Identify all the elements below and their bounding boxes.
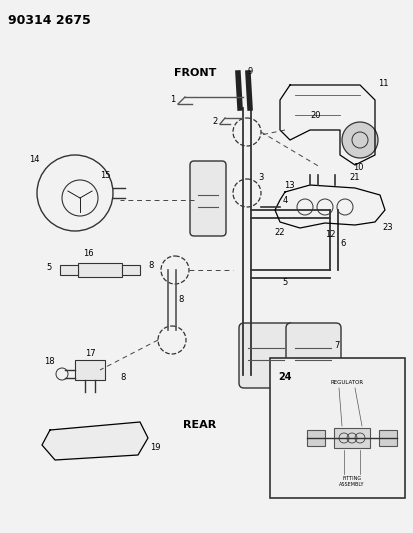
Text: FITTING
ASSEMBLY: FITTING ASSEMBLY — [339, 476, 365, 487]
Text: 22: 22 — [275, 228, 285, 237]
Text: FRONT: FRONT — [174, 68, 216, 78]
Bar — [270, 358, 405, 498]
Text: 90314 2675: 90314 2675 — [8, 14, 91, 27]
Text: 17: 17 — [85, 349, 95, 358]
Text: 5: 5 — [282, 278, 287, 287]
Text: 2: 2 — [213, 117, 218, 126]
Text: 24: 24 — [278, 372, 292, 382]
Bar — [334, 428, 370, 448]
Bar — [75, 360, 105, 380]
Text: 7: 7 — [334, 341, 339, 350]
Text: REAR: REAR — [183, 420, 217, 430]
Text: 4: 4 — [282, 196, 287, 205]
Text: 11: 11 — [378, 78, 389, 87]
Bar — [60, 265, 78, 275]
Text: 8: 8 — [148, 261, 153, 270]
Text: 16: 16 — [83, 249, 93, 258]
Bar — [307, 430, 325, 446]
Bar — [78, 263, 122, 277]
Text: 15: 15 — [100, 171, 111, 180]
Text: REGULATOR: REGULATOR — [330, 381, 363, 385]
Text: 14: 14 — [29, 156, 40, 165]
Polygon shape — [42, 422, 148, 460]
Text: 9: 9 — [248, 68, 253, 77]
Text: 18: 18 — [44, 358, 55, 367]
Text: 8: 8 — [178, 295, 183, 304]
FancyBboxPatch shape — [190, 161, 226, 236]
Text: 6: 6 — [340, 239, 345, 248]
Text: 1: 1 — [170, 95, 175, 104]
Bar — [122, 265, 140, 275]
Text: 19: 19 — [150, 443, 161, 453]
Text: 10: 10 — [353, 163, 363, 172]
Text: 20: 20 — [311, 111, 321, 120]
FancyBboxPatch shape — [286, 323, 341, 388]
Text: 8: 8 — [120, 374, 126, 383]
Text: 5: 5 — [47, 262, 52, 271]
Text: 23: 23 — [382, 223, 393, 232]
Circle shape — [342, 122, 378, 158]
Text: 21: 21 — [350, 173, 360, 182]
Text: 13: 13 — [285, 181, 295, 190]
Text: 12: 12 — [325, 230, 335, 239]
FancyBboxPatch shape — [239, 323, 294, 388]
Bar — [379, 430, 397, 446]
Text: 3: 3 — [258, 174, 263, 182]
